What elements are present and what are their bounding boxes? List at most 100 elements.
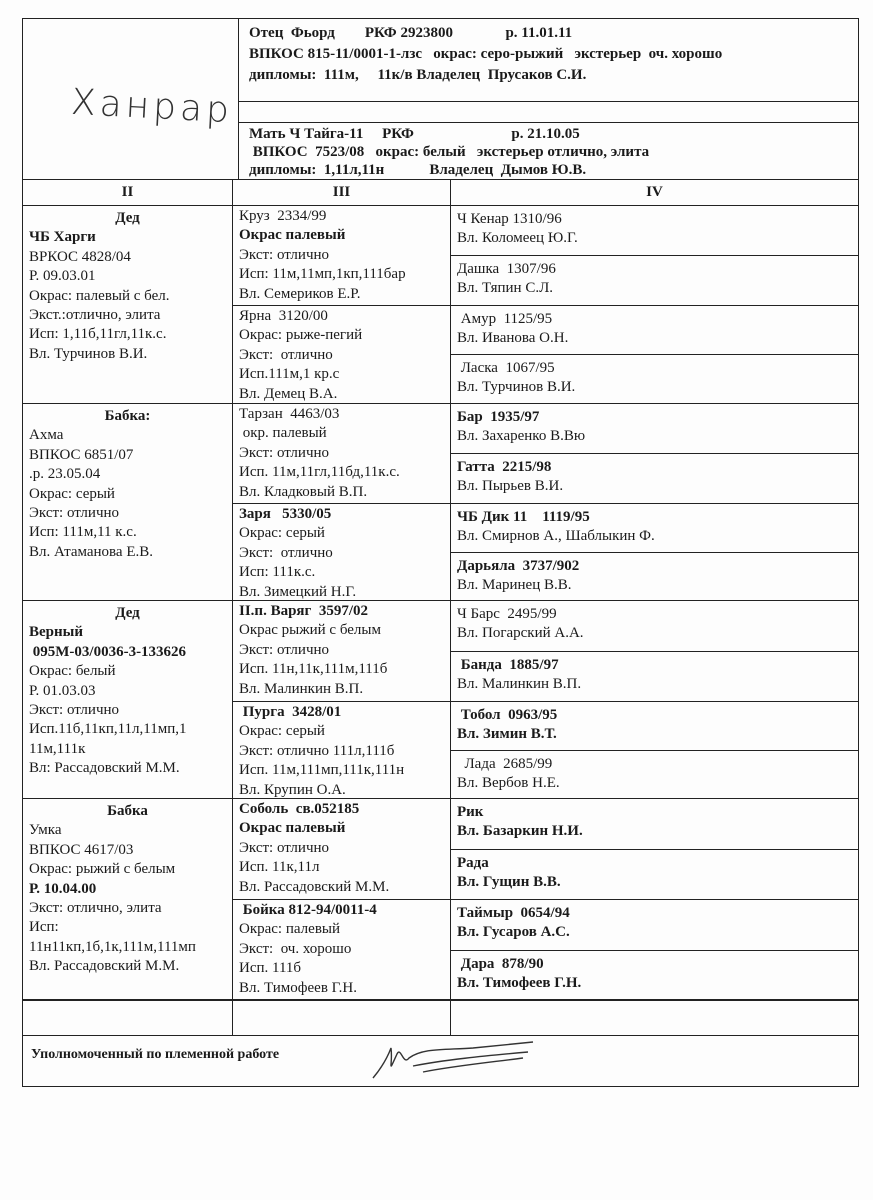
mother-info: Мать Ч Тайга-11 РКФ р. 21.10.05 ВПКОС 75… <box>238 122 859 180</box>
grandparent-line: Окрас: палевый с бел. <box>29 287 170 304</box>
column-header-ii: II <box>22 179 233 206</box>
ancestor-iv-cell: Рада Вл. Гущин В.В. <box>450 849 859 900</box>
ancestor-iv-line: Дашка 1307/96 <box>457 261 556 277</box>
great-grandparent-line: Вл. Крупин О.А. <box>239 781 346 798</box>
signature <box>372 1041 534 1079</box>
ancestor-iv-line: Бар 1935/97 <box>457 409 540 425</box>
great-grandparent-line: Окрас палевый <box>239 820 346 837</box>
great-grandparent-line: Вл. Тимофеев Г.Н. <box>239 979 357 996</box>
grandparent-line: Умка <box>29 822 62 839</box>
ancestor-iv-cell: Таймыр 0654/94 Вл. Гусаров А.С. <box>450 899 859 951</box>
grandparent-cell: Бабка: Ахма ВПКОС 6851/07 .р. 23.05.04 Окрас… <box>22 403 233 601</box>
great-grandparent-line: Тарзан 4463/03 <box>239 406 340 422</box>
great-grandparent-line: Исп. 11н,11к,111м,111б <box>239 661 388 678</box>
ancestor-iv-line: Дарьяла 3737/902 <box>457 558 580 574</box>
great-grandparent-line: Экст: отлично <box>239 444 330 461</box>
blank-row-right <box>450 999 859 1036</box>
ancestor-iv-cell: Рик Вл. Базаркин Н.И. <box>450 798 859 850</box>
name-cell: Ханрар <box>22 18 239 180</box>
mother-line: ВПКОС 7523/08 окрас: белый экстерьер отл… <box>249 144 650 160</box>
great-grandparent-cell: Бойка 812-94/0011-4 Окрас: палевый Экст: о… <box>232 899 451 1001</box>
father-line: ВПКОС 815-11/0001-1-лзс окрас: серо-рыжи… <box>249 46 723 62</box>
ancestor-iv-line: Вл. Иванова О.Н. <box>457 330 569 347</box>
ancestor-iv-line: Вл. Маринец В.В. <box>457 577 572 594</box>
ancestor-iv-line: Вл. Малинкин В.П. <box>457 676 582 693</box>
ancestor-iv-line: Ч Барс 2495/99 <box>457 606 557 622</box>
ancestor-iv-line: Ч Кенар 1310/96 <box>457 211 562 227</box>
great-grandparent-line: Бойка 812-94/0011-4 <box>239 902 377 918</box>
great-grandparent-line: Окрас: серый <box>239 723 325 740</box>
great-grandparent-line: Круз 2334/99 <box>239 208 327 224</box>
grandparent-line: 095М-03/0036-3-133626 <box>29 643 187 660</box>
great-grandparent-line: Окрас: рыже-пегий <box>239 327 363 344</box>
great-grandparent-line: Исп. 111б <box>239 960 302 977</box>
great-grandparent-cell: Круз 2334/99 Окрас палевый Экст: отлично Ис… <box>232 205 451 306</box>
ancestor-iv-line: Таймыр 0654/94 <box>457 905 570 921</box>
ancestor-iv-line: Вл. Гущин В.В. <box>457 874 561 891</box>
ancestor-iv-line: Рик <box>457 804 484 820</box>
great-grandparent-line: Пурга 3428/01 <box>239 704 342 720</box>
ancestor-iv-line: Вл. Тимофеев Г.Н. <box>457 975 582 992</box>
ancestor-iv-line: Амур 1125/95 <box>457 311 553 327</box>
blank-row-left <box>22 999 233 1036</box>
great-grandparent-line: Соболь св.052185 <box>239 801 360 817</box>
great-grandparent-line: Ярна 3120/00 <box>239 308 328 324</box>
authorized-label: Уполномоченный по племенной работе <box>31 1047 280 1062</box>
grandparent-line: Р. 10.04.00 <box>29 880 97 897</box>
grandparent-line: ВРКОС 4828/04 <box>29 248 131 265</box>
ancestor-iv-line: Вл. Гусаров А.С. <box>457 924 570 941</box>
ancestor-iv-line: Лада 2685/99 <box>457 756 553 772</box>
grandparent-line: Бабка: <box>104 408 151 424</box>
grandparent-line: Окрас: белый <box>29 663 116 680</box>
grandparent-line: Исп: 111м,11 к.с. <box>29 524 137 541</box>
great-grandparent-line: Исп: 111к.с. <box>239 564 316 581</box>
ancestor-iv-cell: Дарьяла 3737/902 Вл. Маринец В.В. <box>450 552 859 601</box>
great-grandparent-line: Экст: отлично <box>239 544 333 561</box>
great-grandparent-cell: Заря 5330/05 Окрас: серый Экст: отлично Исп… <box>232 503 451 601</box>
grandparent-line: Вл. Турчинов В.И. <box>29 345 148 362</box>
grandparent-cell: Дед ЧБ Харги ВРКОС 4828/04 Р. 09.03.01 Окрас… <box>22 205 233 404</box>
grandparent-line: Р. 01.03.03 <box>29 682 96 699</box>
father-info: Отец Фьорд РКФ 2923800 р. 11.01.11 ВПКОС … <box>238 18 859 102</box>
ancestor-iv-line: Вл. Смирнов А., Шаблыкин Ф. <box>457 528 655 545</box>
great-grandparent-cell: II.п. Варяг 3597/02 Окрас рыжий с белым Эк… <box>232 600 451 702</box>
ancestor-iv-cell: ЧБ Дик 11 1119/95 Вл. Смирнов А., Шаблыки… <box>450 503 859 553</box>
great-grandparent-line: Исп. 11к,11л <box>239 859 320 876</box>
ancestor-iv-line: Гатта 2215/98 <box>457 459 552 475</box>
great-grandparent-line: окр. палевый <box>239 425 327 442</box>
grandparent-line: Вл. Рассадовский М.М. <box>29 958 180 975</box>
great-grandparent-line: Вл. Зимецкий Н.Г. <box>239 583 357 600</box>
grandparent-cell: Дед Верный 095М-03/0036-3-133626 Окрас: бе… <box>22 600 233 799</box>
grandparent-line: Окрас: серый <box>29 485 115 502</box>
great-grandparent-cell: Ярна 3120/00 Окрас: рыже-пегий Экст: отлич… <box>232 305 451 404</box>
grandparent-line: Верный <box>29 624 84 641</box>
grandparent-line: Экст: отлично <box>29 505 120 522</box>
great-grandparent-line: Исп. 11м,111мп,111к,111н <box>239 762 405 779</box>
grandparent-line: Дед <box>115 605 140 621</box>
grandparent-line: Ахма <box>29 427 64 444</box>
column-header-iii: III <box>232 179 451 206</box>
ancestor-iv-line: Вл. Захаренко В.Вю <box>457 428 586 445</box>
column-header-iv: IV <box>450 179 859 206</box>
signature-row: Уполномоченный по племенной работе <box>22 1035 859 1087</box>
ancestor-iv-line: Вл. Пырьев В.И. <box>457 478 564 495</box>
ancestor-iv-line: Вл. Погарский А.А. <box>457 625 584 642</box>
ancestor-iv-cell: Ч Кенар 1310/96 Вл. Коломеец Ю.Г. <box>450 205 859 256</box>
ancestor-iv-line: ЧБ Дик 11 1119/95 <box>457 509 590 525</box>
great-grandparent-cell: Соболь св.052185 Окрас палевый Экст: отлич… <box>232 798 451 900</box>
ancestor-iv-line: Тобол 0963/95 <box>457 707 558 723</box>
ancestor-iv-line: Рада <box>457 855 489 871</box>
ancestor-iv-cell: Тобол 0963/95 Вл. Зимин В.Т. <box>450 701 859 751</box>
great-grandparent-line: Вл. Семериков Е.Р. <box>239 285 361 302</box>
ancestor-iv-line: Дара 878/90 <box>457 956 544 972</box>
grandparent-line: 11н11кп,1б,1к,111м,111мп <box>29 938 196 955</box>
blank-band <box>238 101 859 123</box>
grandparent-line: Экст: отлично, элита <box>29 900 162 917</box>
ancestor-iv-cell: Дашка 1307/96 Вл. Тяпин С.Л. <box>450 255 859 306</box>
mother-line: дипломы: 1,11л,11н Владелец Дымов Ю.В. <box>249 162 587 178</box>
grandparent-line: Вл. Атаманова Е.В. <box>29 543 154 560</box>
great-grandparent-cell: Тарзан 4463/03 окр. палевый Экст: отлично… <box>232 403 451 504</box>
mother-line: Мать Ч Тайга-11 РКФ р. 21.10.05 <box>249 126 580 142</box>
great-grandparent-line: Заря 5330/05 <box>239 506 332 522</box>
